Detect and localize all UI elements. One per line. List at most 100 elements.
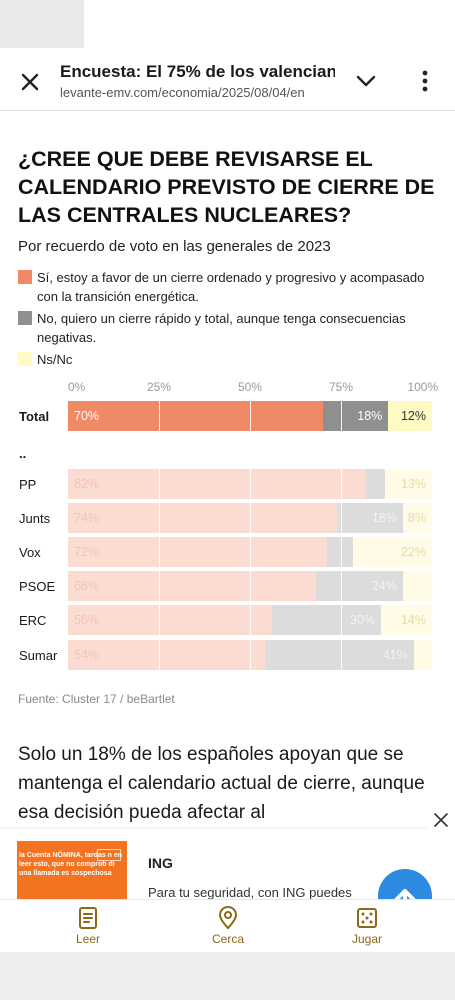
row-label: PP: [19, 477, 37, 492]
ad-image-card: [97, 849, 121, 861]
status-strip: [0, 0, 455, 48]
bar-segment: 24%: [315, 571, 403, 601]
bar-segment: 18%: [322, 401, 389, 431]
x-tick-label: 25%: [146, 380, 172, 394]
data-label: 14%: [400, 613, 426, 627]
data-label: 18%: [371, 511, 397, 525]
more-options-icon[interactable]: [414, 68, 436, 94]
bar-segment: 70%: [68, 401, 323, 431]
article-paragraph: Solo un 18% de los españoles apoyan que …: [18, 744, 425, 823]
row-label: Sumar: [19, 648, 58, 663]
nav-label-leer: Leer: [75, 932, 101, 946]
row-label: ERC: [19, 613, 47, 628]
data-label: 56%: [74, 613, 100, 627]
data-label: 41%: [382, 648, 408, 662]
data-label: 74%: [74, 511, 100, 525]
ad-brand: ING: [148, 855, 173, 871]
bar-segment: [413, 640, 432, 670]
bar-segment: 22%: [352, 537, 432, 567]
custom-tab-toolbar: Encuesta: El 75% de los valencianos leva…: [0, 48, 455, 111]
close-icon[interactable]: [18, 70, 42, 94]
bar-segment: [327, 537, 353, 567]
data-label: 72%: [74, 545, 100, 559]
gridline: [341, 398, 342, 673]
bar-segment: 12%: [388, 401, 432, 431]
nav-label-jugar: Jugar: [351, 932, 383, 946]
ad-banner[interactable]: la Cuenta NÓMINA, tardas n en leer esto,…: [0, 829, 455, 899]
ad-close-icon[interactable]: [427, 807, 455, 833]
ad-image[interactable]: la Cuenta NÓMINA, tardas n en leer esto,…: [17, 841, 127, 899]
row-separator: ..: [19, 446, 27, 461]
bar-row: 82% 13%: [68, 469, 432, 499]
document-icon: [79, 907, 97, 929]
bar-row: 72% 22%: [68, 537, 432, 567]
dice-icon: [357, 908, 377, 928]
ad-image-text: la Cuenta NÓMINA, tardas n en leer esto,…: [19, 852, 123, 877]
bar-segment: 54%: [68, 640, 265, 670]
bar-segment: 30%: [271, 605, 382, 635]
gridline: [159, 398, 160, 673]
ad-action-button[interactable]: [378, 869, 432, 899]
x-tick-label: 75%: [328, 380, 354, 394]
row-label: Vox: [19, 545, 41, 560]
page-title: Encuesta: El 75% de los valencianos: [60, 62, 335, 81]
bottom-navigation: Leer Cerca Jugar: [0, 899, 455, 953]
legend-swatch-nsnc: [18, 352, 32, 366]
nav-label-cerca: Cerca: [211, 932, 244, 946]
x-tick-label: 0%: [68, 380, 86, 394]
data-label: 30%: [349, 613, 376, 627]
legend-label-si: Sí, estoy a favor de un cierre ordenado …: [37, 270, 425, 304]
chevron-down-icon[interactable]: [355, 72, 377, 90]
data-label: 13%: [400, 477, 426, 491]
bar-segment: 72%: [68, 537, 328, 567]
gridline: [250, 398, 251, 673]
bar-row: 56% 30% 14%: [68, 605, 432, 635]
bar-segment: 56%: [68, 605, 272, 635]
x-tick-label: 100%: [407, 380, 439, 394]
legend-item-nsnc: Ns/Nc: [18, 350, 438, 370]
bar-row: 54% 41%: [68, 640, 432, 670]
ad-text: Para tu seguridad, con ING puedes: [148, 885, 352, 899]
legend-label-nsnc: Ns/Nc: [37, 352, 73, 367]
bar-segment: 8%: [402, 503, 432, 533]
legend-swatch-no: [18, 311, 32, 325]
x-tick-label: 50%: [237, 380, 263, 394]
data-label: 82%: [74, 477, 100, 491]
data-label: 54%: [74, 648, 100, 662]
chart-source: Fuente: Cluster 17 / beBartlet: [18, 692, 175, 706]
tab-shadow: [0, 0, 84, 48]
data-label: 8%: [407, 511, 426, 525]
chart-question-title: ¿CREE QUE DEBE REVISARSE EL CALENDARIO P…: [18, 147, 435, 227]
nav-item-leer[interactable]: Leer: [48, 906, 128, 946]
bar-segment: 13%: [384, 469, 432, 499]
legend-item-si: Sí, estoy a favor de un cierre ordenado …: [18, 268, 438, 308]
data-label: 68%: [74, 579, 100, 593]
page-url[interactable]: levante-emv.com/economia/2025/08/04/en: [60, 85, 305, 100]
bar-segment: 41%: [264, 640, 414, 670]
bar-segment: 18%: [337, 503, 403, 533]
bar-segment: [366, 469, 385, 499]
bar-row: 74% 18% 8%: [68, 503, 432, 533]
row-label: Total: [19, 409, 50, 424]
x-axis-ticks: 0% 25% 50% 75% 100%: [68, 380, 438, 396]
bar-segment: 68%: [68, 571, 316, 601]
bar-segment: 74%: [68, 503, 338, 533]
nav-item-jugar[interactable]: Jugar: [327, 906, 407, 946]
bar-segment: [402, 571, 432, 601]
nav-item-cerca[interactable]: Cerca: [188, 906, 268, 946]
legend-label-no: No, quiero un cierre rápido y total, aun…: [37, 311, 406, 345]
legend-item-no: No, quiero un cierre rápido y total, aun…: [18, 309, 438, 349]
row-label: Junts: [19, 511, 51, 526]
bar-row: 70% 18% 12%: [68, 401, 432, 431]
location-pin-icon: [218, 906, 238, 930]
bar-segment: 82%: [68, 469, 367, 499]
data-label: 22%: [400, 545, 426, 559]
row-label: PSOE: [19, 579, 56, 594]
legend-swatch-si: [18, 270, 32, 284]
system-navigation-bar: [0, 952, 455, 1000]
data-label: 12%: [400, 409, 426, 423]
bar-segment: 14%: [381, 605, 432, 635]
data-label: 18%: [357, 409, 383, 423]
chart-subtitle: Por recuerdo de voto en las generales de…: [18, 238, 331, 255]
data-label: 24%: [371, 579, 397, 593]
